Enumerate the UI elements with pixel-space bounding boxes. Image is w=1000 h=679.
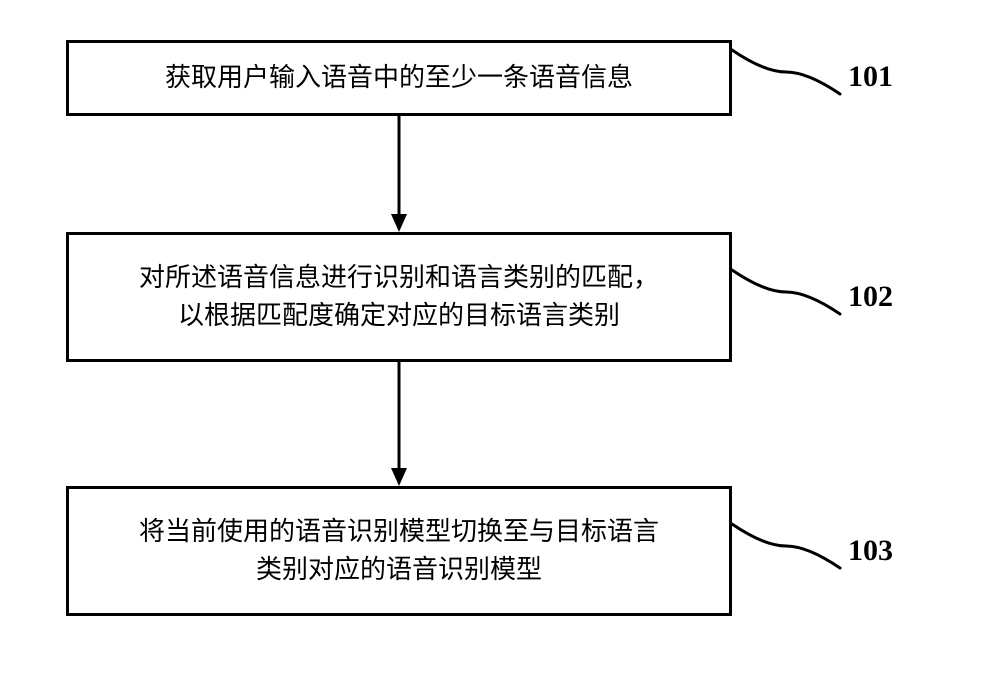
flow-arrow <box>388 362 410 486</box>
step-label-101: 101 <box>848 60 893 94</box>
label-connector <box>732 524 840 568</box>
flowchart-node-n2: 对所述语音信息进行识别和语言类别的匹配， 以根据匹配度确定对应的目标语言类别 <box>66 232 732 362</box>
step-label-103: 103 <box>848 534 893 568</box>
flowchart-node-n3: 将当前使用的语音识别模型切换至与目标语言 类别对应的语音识别模型 <box>66 486 732 616</box>
flowchart-node-text: 将当前使用的语音识别模型切换至与目标语言 类别对应的语音识别模型 <box>139 513 659 588</box>
flowchart-node-n1: 获取用户输入语音中的至少一条语音信息 <box>66 40 732 116</box>
flowchart-node-text: 对所述语音信息进行识别和语言类别的匹配， 以根据匹配度确定对应的目标语言类别 <box>139 259 659 334</box>
flowchart-node-text: 获取用户输入语音中的至少一条语音信息 <box>165 59 633 97</box>
label-connector <box>732 50 840 94</box>
step-label-102: 102 <box>848 280 893 314</box>
flow-arrow <box>388 116 410 232</box>
label-connector <box>732 270 840 314</box>
flowchart-canvas: 获取用户输入语音中的至少一条语音信息对所述语音信息进行识别和语言类别的匹配， 以… <box>0 0 1000 679</box>
